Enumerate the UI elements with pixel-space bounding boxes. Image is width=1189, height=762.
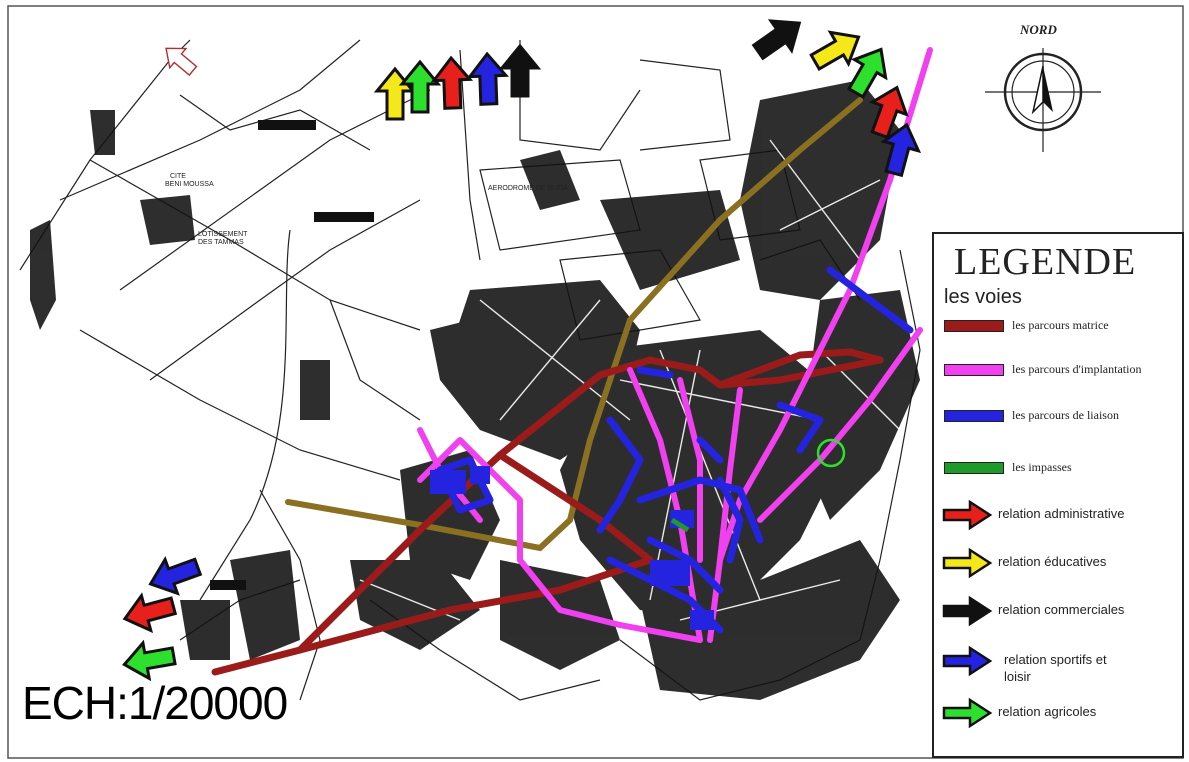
legend-item-rel-edu: relation éducatives [940,546,1184,580]
legend-label-rel-sport-2: loisir [1004,669,1031,684]
place-label-cite: CITE [170,173,186,180]
olive-road [285,97,863,552]
arrow-green-icon [942,697,993,729]
legend-item-rel-admin: relation administrative [940,498,1184,532]
legend-swatch-implantation [944,364,1004,376]
legend-label-implantation: les parcours d'implantation [1012,362,1142,376]
legend-swatch-liaison [944,410,1004,422]
legend-swatch-matrice [944,320,1004,332]
relation-arrow-icon [430,55,474,110]
legend-label-rel-sport: relation sportifs et [1004,652,1107,667]
legend-item-rel-sport: relation sportifs et loisir [940,644,1184,688]
arrow-black-icon [942,595,993,627]
legend-label-rel-comm: relation commerciales [998,602,1125,617]
legend-item-liaison: les parcours de liaison [940,400,1184,434]
relation-arrow-icon [868,85,909,140]
place-label-beni-moussa: BENI MOUSSA [165,181,214,188]
legend-label-rel-agri: relation agricoles [998,704,1097,719]
legend-label-impasse: les impasses [1012,460,1072,474]
relation-arrow-icon [498,43,542,98]
legend-item-implantation: les parcours d'implantation [940,354,1184,388]
legend-swatch-impasse [944,462,1004,474]
legend-subtitle: les voies [944,286,1022,308]
place-label-aerodrome: AERODROME DE BLIDA [488,185,568,192]
relation-arrow-icon [122,592,178,634]
place-labels: AERODROME DE BLIDA CITE BENI MOUSSA LOTI… [165,173,568,246]
relation-arrow-icon [398,59,442,114]
legend-item-rel-comm: relation commerciales [940,594,1184,628]
legend-label-liaison: les parcours de liaison [1012,408,1119,422]
legend-label-rel-admin: relation administrative [998,506,1125,521]
relation-arrow-icon [148,555,203,596]
relation-arrow-icon [466,51,510,106]
outline-arrow-icon [165,47,198,77]
legend-label-rel-edu: relation éducatives [998,554,1107,569]
north-label: NORD [1020,22,1057,37]
legend-label-matrice: les parcours matrice [1012,318,1109,332]
legend-item-rel-agri: relation agricoles [940,696,1184,730]
black-bar-labels [210,120,374,590]
arrow-yellow-icon [942,547,993,579]
relation-arrow-icon [122,639,177,682]
relation-arrow-icon [751,19,802,61]
relation-arrow-icon [809,30,861,71]
arrow-red-icon [942,499,993,531]
legend-item-impasse: les impasses [940,452,1184,486]
north-arrow-icon [985,48,1101,152]
relation-arrow-icon [880,122,922,178]
legend-item-matrice: les parcours matrice [940,310,1184,344]
relation-arrows [122,19,922,682]
legend-panel: LEGENDE les voies les parcours matrice l… [932,232,1184,758]
legend-label-rel-sport-wrap: relation sportifs et loisir [1004,651,1107,685]
impasse-marker [816,438,846,468]
legend-title: LEGENDE [954,241,1137,283]
place-label-tammas: DES TAMMAS [198,239,244,246]
relation-arrow-icon [847,47,888,99]
arrow-blue-icon [942,645,993,677]
scale-label: ECH:1/20000 [22,677,288,729]
impasse-roads [670,517,690,533]
place-label-lotissement: LOTISSEMENT [198,231,248,238]
